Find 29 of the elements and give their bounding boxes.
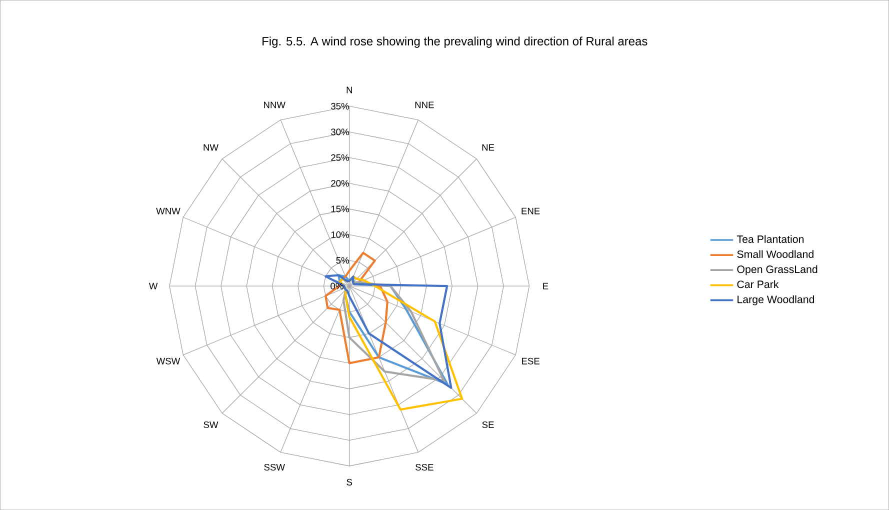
- spoke-label: NW: [204, 144, 218, 151]
- legend-label: Tea Plantation: [736, 235, 804, 243]
- y-tick-label: 30%: [331, 128, 350, 136]
- spoke-label: ESE: [522, 358, 540, 364]
- spoke-label: WNW: [156, 208, 180, 214]
- spoke-label: S: [346, 478, 352, 486]
- spoke-label: ENE: [522, 208, 540, 214]
- spoke-label: SSW: [264, 464, 285, 470]
- y-tick-label: 25%: [331, 154, 350, 161]
- y-tick-label: 5%: [336, 257, 350, 264]
- legend-label: Open GrassLand: [737, 265, 818, 276]
- legend-label: Large Woodland: [738, 295, 814, 306]
- spoke-label: E: [543, 282, 548, 290]
- spoke-label: NNW: [264, 102, 286, 108]
- spoke-label: SW: [204, 421, 218, 428]
- spoke-label: SSE: [416, 464, 434, 470]
- y-tick-label: 15%: [331, 206, 350, 212]
- spoke-label: WSW: [156, 358, 180, 364]
- spoke-label: NE: [482, 144, 494, 151]
- spoke-label: SE: [482, 421, 494, 428]
- y-tick-label: 20%: [331, 180, 350, 186]
- spoke-label: NNE: [415, 102, 434, 108]
- legend-label: Car Park: [737, 280, 779, 288]
- y-tick-label: 10%: [331, 231, 350, 238]
- spoke-label: N: [346, 86, 352, 94]
- y-tick-label: 35%: [331, 102, 350, 110]
- chart-title: Fig. 5.5. A wind rose showing the prevaling wind direction of Rural areas: [262, 36, 648, 48]
- legend-label: Small Woodland: [737, 250, 814, 258]
- spoke-label: W: [148, 282, 158, 290]
